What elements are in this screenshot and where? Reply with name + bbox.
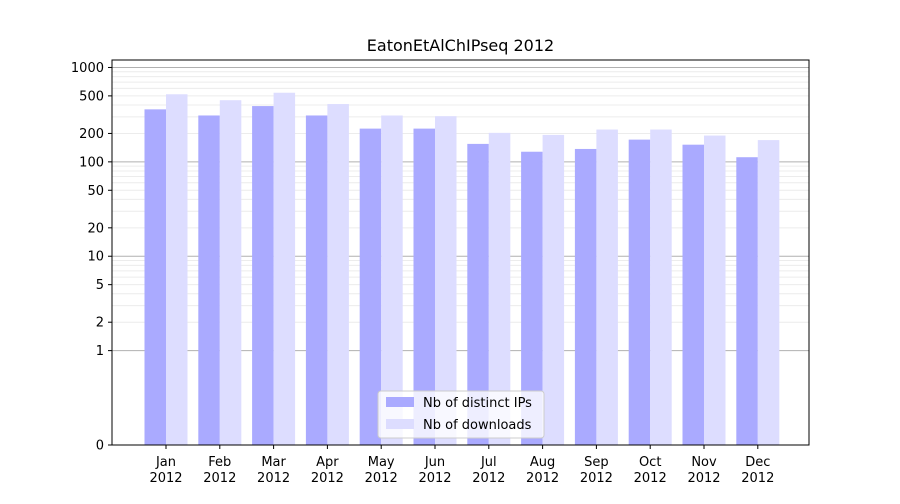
x-tick-label: Dec 2012: [741, 455, 774, 486]
y-tick-label: 5: [96, 278, 104, 293]
x-tick-label: Feb 2012: [203, 455, 236, 486]
bar-nb-of-distinct-ips-12: [736, 157, 758, 446]
bar-nb-of-distinct-ips-7: [467, 143, 489, 445]
y-tick-label: 1: [96, 344, 104, 359]
x-tick-label: Jan 2012: [149, 455, 182, 486]
bar-nb-of-downloads-1: [166, 94, 188, 445]
y-tick-label: 100: [79, 155, 104, 170]
legend-label: Nb of downloads: [423, 418, 532, 433]
x-tick-label: Sep 2012: [580, 455, 613, 486]
x-tick-label: Oct 2012: [634, 455, 667, 486]
x-tick-label: May 2012: [365, 455, 398, 486]
bar-nb-of-downloads-4: [327, 104, 349, 445]
x-tick-label: Jul 2012: [472, 455, 505, 486]
plot-frame: [111, 59, 810, 446]
x-tick-label: Aug 2012: [526, 455, 559, 486]
x-tick-label: Jun 2012: [418, 455, 451, 486]
x-tick-label: Mar 2012: [257, 455, 290, 486]
bar-nb-of-distinct-ips-10: [628, 139, 651, 445]
y-tick-label: 1000: [71, 61, 104, 76]
bars: [144, 92, 780, 446]
x-axis: Jan 2012 Feb 2012 Mar 2012 Apr 2012 May 2012 Jun 20…: [149, 445, 774, 486]
y-tick-label: 20: [87, 221, 104, 236]
legend-swatch: [386, 397, 414, 407]
bar-nb-of-distinct-ips-5: [359, 128, 382, 446]
y-axis: 0 1 2 5 10 20 50 100 200 500 1000: [71, 61, 112, 454]
bar-nb-of-downloads-8: [542, 134, 565, 445]
bar-nb-of-distinct-ips-11: [682, 144, 704, 445]
y-tick-label: 0: [96, 439, 104, 454]
x-tick-label: Apr 2012: [311, 455, 344, 486]
bar-nb-of-downloads-6: [435, 116, 457, 446]
legend: Nb of distinct IPs Nb of downloads: [377, 390, 545, 439]
bar-nb-of-downloads-10: [650, 129, 672, 446]
y-tick-label: 10: [87, 250, 104, 265]
bar-nb-of-distinct-ips-1: [144, 109, 166, 446]
bar-nb-of-distinct-ips-8: [521, 151, 543, 446]
bar-nb-of-distinct-ips-9: [574, 148, 597, 445]
y-tick-label: 2: [96, 316, 104, 331]
bar-nb-of-distinct-ips-2: [198, 115, 220, 445]
y-tick-label: 200: [79, 127, 104, 142]
legend-swatch: [386, 419, 414, 429]
bar-nb-of-distinct-ips-3: [252, 106, 274, 445]
bar-nb-of-downloads-7: [488, 132, 511, 445]
bar-nb-of-downloads-11: [704, 135, 726, 445]
y-tick-label: 500: [79, 89, 104, 104]
bar-nb-of-downloads-5: [381, 115, 403, 445]
legend-box: [377, 390, 545, 439]
bar-nb-of-downloads-3: [273, 92, 296, 446]
bar-nb-of-downloads-2: [219, 100, 242, 445]
y-tick-label: 50: [87, 184, 104, 199]
legend-label: Nb of distinct IPs: [423, 396, 532, 411]
bar-nb-of-distinct-ips-4: [305, 115, 328, 445]
bar-nb-of-downloads-9: [596, 129, 618, 446]
bar-nb-of-downloads-12: [757, 140, 780, 445]
chart-title: EatonEtAlChIPseq 2012: [367, 36, 554, 55]
bar-nb-of-distinct-ips-6: [413, 128, 435, 446]
x-tick-label: Nov 2012: [687, 455, 720, 486]
